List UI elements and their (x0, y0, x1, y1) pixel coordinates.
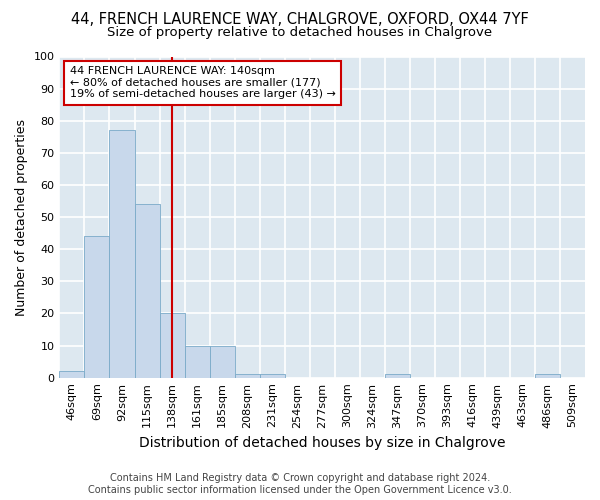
Text: 44 FRENCH LAURENCE WAY: 140sqm
← 80% of detached houses are smaller (177)
19% of: 44 FRENCH LAURENCE WAY: 140sqm ← 80% of … (70, 66, 336, 100)
Bar (535, 374, 560, 378)
Bar (385, 374, 410, 378)
Text: Contains HM Land Registry data © Crown copyright and database right 2024.
Contai: Contains HM Land Registry data © Crown c… (88, 474, 512, 495)
X-axis label: Distribution of detached houses by size in Chalgrove: Distribution of detached houses by size … (139, 436, 505, 450)
Bar (185, 346, 209, 378)
Bar (160, 314, 185, 378)
Y-axis label: Number of detached properties: Number of detached properties (15, 118, 28, 316)
Bar (209, 346, 235, 378)
Text: Size of property relative to detached houses in Chalgrove: Size of property relative to detached ho… (107, 26, 493, 39)
Bar (59, 372, 85, 378)
Bar (260, 374, 284, 378)
Bar (109, 130, 134, 378)
Bar (134, 204, 160, 378)
Text: 44, FRENCH LAURENCE WAY, CHALGROVE, OXFORD, OX44 7YF: 44, FRENCH LAURENCE WAY, CHALGROVE, OXFO… (71, 12, 529, 28)
Bar (85, 236, 109, 378)
Bar (235, 374, 260, 378)
